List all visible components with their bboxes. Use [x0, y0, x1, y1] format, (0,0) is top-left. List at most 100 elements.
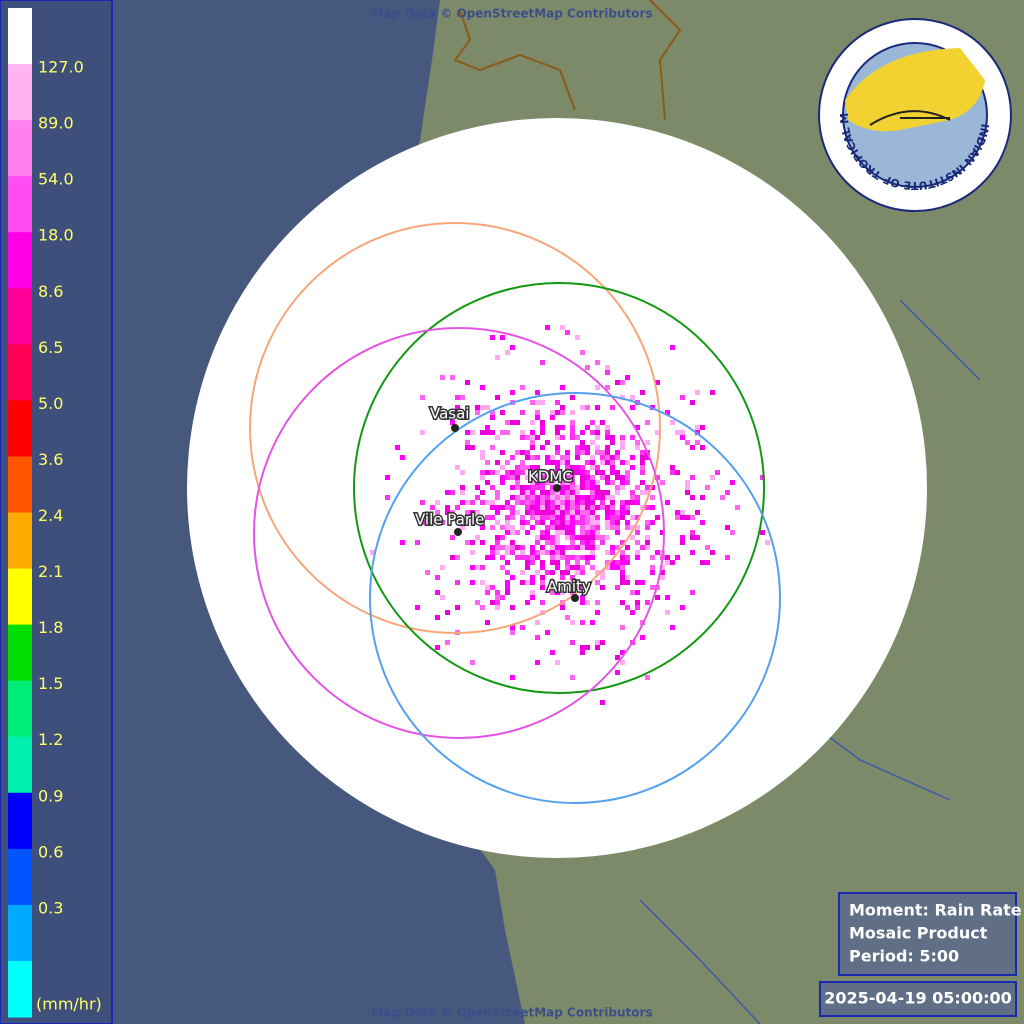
rain-pixel [605, 520, 610, 525]
legend-label: 0.3 [38, 898, 63, 917]
rain-pixel [620, 440, 625, 445]
rain-pixel [575, 560, 580, 565]
rain-pixel [545, 325, 550, 330]
rain-pixel [530, 480, 535, 485]
legend-swatch [8, 232, 32, 289]
rain-pixel [655, 430, 660, 435]
rain-pixel [690, 495, 695, 500]
rain-pixel [480, 385, 485, 390]
rain-pixel [475, 565, 480, 570]
rain-pixel [575, 435, 580, 440]
rain-pixel [495, 535, 500, 540]
rain-pixel [620, 480, 625, 485]
rain-pixel [635, 530, 640, 535]
rain-pixel [640, 460, 645, 465]
legend-label: 54.0 [38, 170, 74, 189]
rain-pixel [505, 560, 510, 565]
rain-pixel [555, 465, 560, 470]
rain-pixel [600, 585, 605, 590]
rain-pixel [565, 520, 570, 525]
rain-pixel [530, 505, 535, 510]
rain-pixel [625, 375, 630, 380]
rain-pixel [570, 640, 575, 645]
rain-pixel [520, 460, 525, 465]
rain-pixel [735, 505, 740, 510]
rain-pixel [625, 560, 630, 565]
rain-pixel [570, 580, 575, 585]
rain-pixel [695, 425, 700, 430]
rain-pixel [610, 440, 615, 445]
rain-pixel [495, 600, 500, 605]
rain-pixel [565, 570, 570, 575]
rain-pixel [640, 465, 645, 470]
rain-pixel [630, 435, 635, 440]
rain-pixel [490, 410, 495, 415]
rain-pixel [500, 465, 505, 470]
rain-pixel [615, 545, 620, 550]
rain-pixel [620, 565, 625, 570]
rain-pixel [445, 490, 450, 495]
rain-pixel [590, 565, 595, 570]
rain-pixel [590, 620, 595, 625]
rain-pixel [560, 325, 565, 330]
rain-pixel [540, 425, 545, 430]
rain-pixel [565, 485, 570, 490]
rain-pixel [445, 505, 450, 510]
rain-pixel [580, 405, 585, 410]
rain-pixel [575, 515, 580, 520]
rain-pixel [570, 515, 575, 520]
rain-pixel [625, 460, 630, 465]
rain-pixel [695, 535, 700, 540]
rain-pixel [630, 490, 635, 495]
legend-swatch [8, 8, 32, 65]
legend-swatch [8, 120, 32, 177]
rain-pixel [560, 510, 565, 515]
rain-pixel [580, 470, 585, 475]
rain-pixel [395, 445, 400, 450]
legend-label: 2.4 [38, 506, 63, 525]
rain-pixel [560, 525, 565, 530]
rain-pixel [515, 470, 520, 475]
rain-pixel [420, 395, 425, 400]
rain-pixel [500, 475, 505, 480]
rain-pixel [465, 500, 470, 505]
rain-pixel [635, 500, 640, 505]
rain-pixel [670, 560, 675, 565]
rain-pixel [470, 500, 475, 505]
rain-pixel [435, 575, 440, 580]
rain-pixel [525, 500, 530, 505]
rain-pixel [590, 525, 595, 530]
rain-pixel [540, 530, 545, 535]
rain-pixel [480, 605, 485, 610]
rain-pixel [640, 490, 645, 495]
rain-pixel [560, 385, 565, 390]
rain-pixel [490, 545, 495, 550]
station-dot [454, 528, 462, 536]
rain-pixel [675, 510, 680, 515]
rain-pixel [465, 510, 470, 515]
rain-pixel [535, 435, 540, 440]
rain-pixel [520, 625, 525, 630]
rain-pixel [540, 475, 545, 480]
rain-pixel [615, 585, 620, 590]
rain-pixel [560, 405, 565, 410]
legend-label: 1.2 [38, 730, 63, 749]
rain-pixel [495, 505, 500, 510]
rain-pixel [565, 465, 570, 470]
rain-pixel [590, 465, 595, 470]
rain-pixel [550, 505, 555, 510]
rain-pixel [600, 640, 605, 645]
rain-pixel [495, 470, 500, 475]
rain-pixel [650, 485, 655, 490]
rain-pixel [490, 550, 495, 555]
rain-pixel [615, 515, 620, 520]
rain-pixel [520, 470, 525, 475]
rain-pixel [580, 645, 585, 650]
rain-pixel [605, 450, 610, 455]
rain-pixel [510, 455, 515, 460]
rain-pixel [585, 460, 590, 465]
rain-pixel [595, 545, 600, 550]
rain-pixel [570, 575, 575, 580]
rain-pixel [595, 610, 600, 615]
rain-pixel [665, 410, 670, 415]
